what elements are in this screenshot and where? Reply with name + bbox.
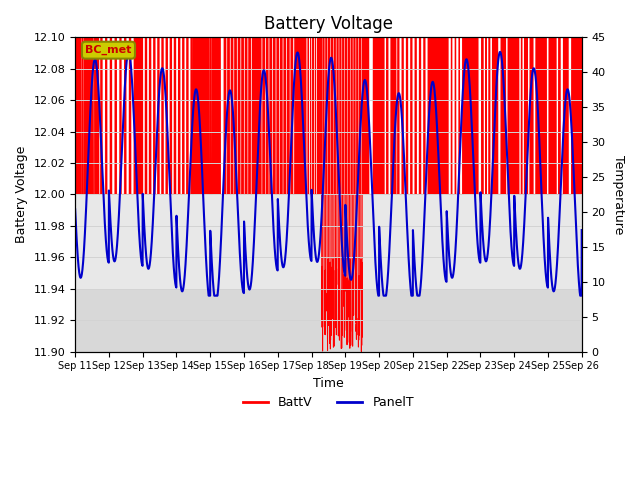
Legend: BattV, PanelT: BattV, PanelT: [238, 391, 419, 414]
Y-axis label: Battery Voltage: Battery Voltage: [15, 146, 28, 243]
X-axis label: Time: Time: [313, 377, 344, 390]
Title: Battery Voltage: Battery Voltage: [264, 15, 393, 33]
Text: BC_met: BC_met: [85, 45, 132, 55]
Bar: [75, 288, 582, 351]
Y-axis label: Temperature: Temperature: [612, 155, 625, 234]
Bar: [75, 194, 582, 288]
